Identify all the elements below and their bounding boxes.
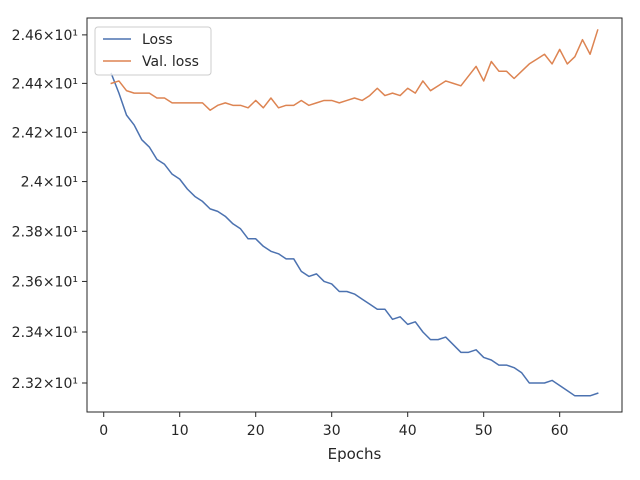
y-tick-label: 2.38×10¹	[12, 224, 78, 240]
y-tick-label: 2.32×10¹	[12, 376, 78, 392]
x-tick-label: 0	[99, 423, 108, 439]
x-axis-label: Epochs	[328, 445, 382, 463]
y-axis: 2.32×10¹ 2.34×10¹ 2.36×10¹ 2.38×10¹ 2.4×10¹ 2…	[12, 28, 87, 392]
y-tick-label: 2.36×10¹	[12, 274, 78, 290]
y-tick-label: 2.44×10¹	[12, 76, 78, 92]
y-tick-label: 2.4×10¹	[21, 175, 78, 191]
x-tick-label: 10	[171, 423, 189, 439]
x-axis: 0 10 20 30 40 50 60	[99, 412, 569, 439]
x-tick-label: 40	[399, 423, 417, 439]
legend-label-val-loss: Val. loss	[142, 54, 199, 70]
plot-area	[87, 18, 622, 412]
x-tick-label: 20	[247, 423, 265, 439]
y-tick-label: 2.46×10¹	[12, 28, 78, 44]
x-tick-label: 30	[323, 423, 341, 439]
legend: Loss Val. loss	[94, 26, 212, 76]
y-tick-label: 2.42×10¹	[12, 125, 78, 141]
x-tick-label: 50	[475, 423, 493, 439]
legend-label-loss: Loss	[142, 32, 173, 48]
y-tick-label: 2.34×10¹	[12, 325, 78, 341]
series-line-loss	[110, 72, 599, 397]
plot-frame	[86, 17, 623, 413]
series-line-val-loss	[110, 29, 599, 111]
series-layer	[110, 29, 599, 397]
x-tick-label: 60	[551, 423, 569, 439]
